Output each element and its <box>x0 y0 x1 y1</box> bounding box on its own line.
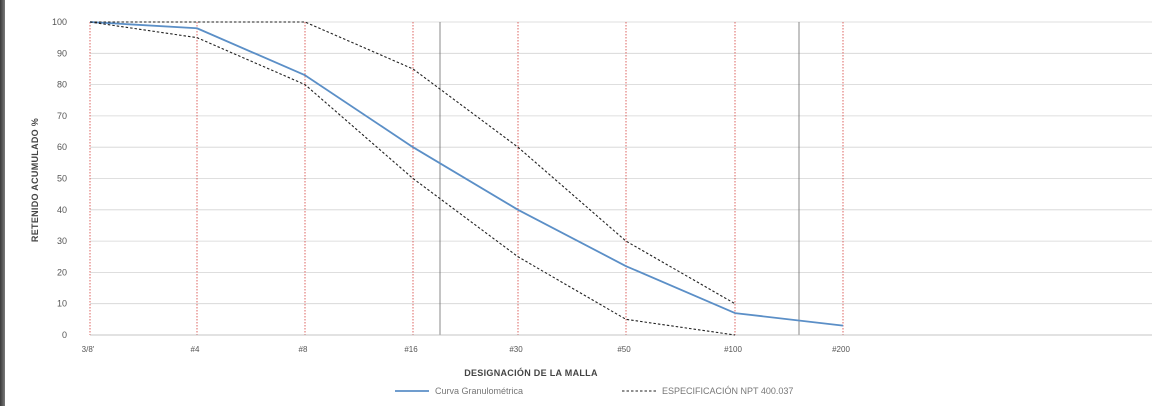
y-axis-title: RETENIDO ACUMULADO % <box>30 118 40 242</box>
x-tick-label: #30 <box>509 345 523 354</box>
x-tick-label: #200 <box>832 345 850 354</box>
y-tick-label: 70 <box>57 111 67 121</box>
x-tick-label: #8 <box>299 345 308 354</box>
y-tick-label: 50 <box>57 174 67 184</box>
x-tick-label: #50 <box>617 345 631 354</box>
y-tick-label: 20 <box>57 267 67 277</box>
y-tick-label: 40 <box>57 205 67 215</box>
x-tick-label: #100 <box>724 345 742 354</box>
page-edge <box>0 0 5 406</box>
legend-label: ESPECIFICACIÓN NPT 400.037 <box>662 386 793 396</box>
y-tick-label: 90 <box>57 48 67 58</box>
x-tick-label: #16 <box>404 345 418 354</box>
x-tick-label: #4 <box>191 345 200 354</box>
y-tick-label: 60 <box>57 142 67 152</box>
legend-label: Curva Granulométrica <box>435 386 523 396</box>
y-tick-label: 30 <box>57 236 67 246</box>
y-tick-label: 0 <box>62 330 67 340</box>
y-tick-label: 80 <box>57 80 67 90</box>
y-tick-label: 10 <box>57 299 67 309</box>
x-axis-title: DESIGNACIÓN DE LA MALLA <box>464 367 598 378</box>
y-tick-label: 100 <box>52 17 67 27</box>
x-tick-label: 3/8' <box>82 345 95 354</box>
